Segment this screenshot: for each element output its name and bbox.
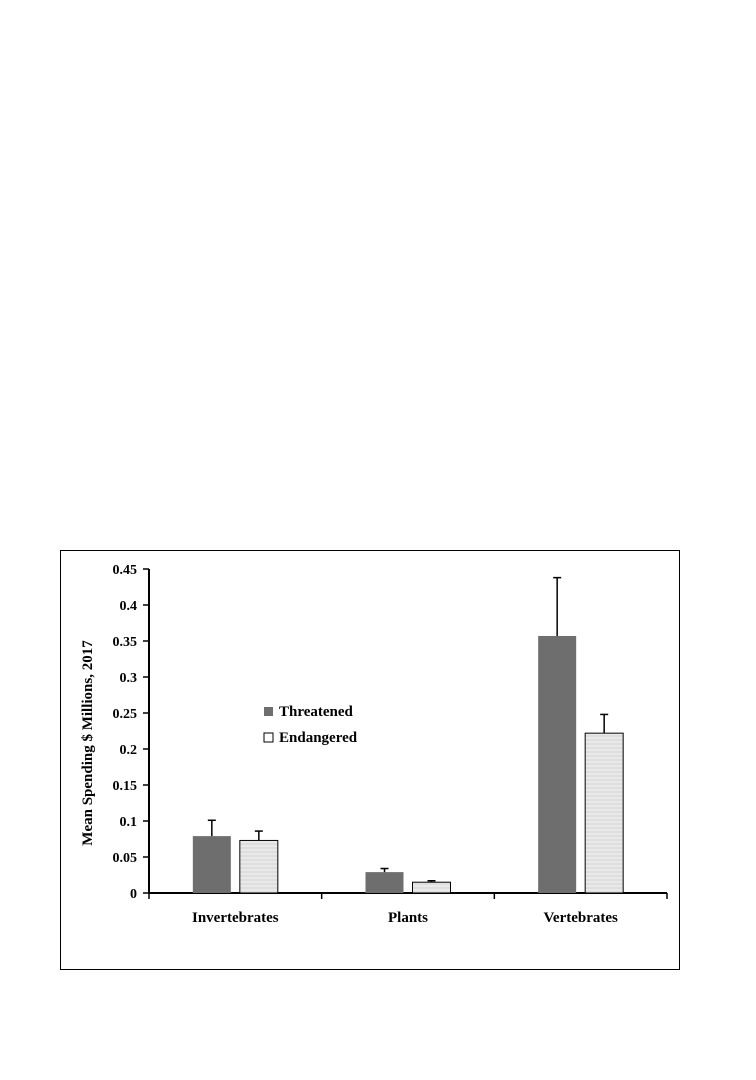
threatened-bar-invertebrates bbox=[192, 836, 231, 893]
y-tick-label: 0.05 bbox=[113, 851, 138, 866]
y-tick-label: 0.2 bbox=[120, 743, 138, 758]
threatened-bar-vertebrates bbox=[538, 635, 577, 893]
x-category-label: Plants bbox=[388, 910, 428, 926]
y-tick-label: 0.15 bbox=[113, 779, 138, 794]
legend-label: Threatened bbox=[279, 704, 354, 720]
x-category-label: Invertebrates bbox=[192, 910, 279, 926]
legend: Threatened Endangered bbox=[263, 704, 358, 746]
y-tick-label: 0.1 bbox=[120, 815, 138, 830]
threatened-bar-plants bbox=[365, 872, 404, 893]
y-tick-label: 0.25 bbox=[113, 707, 138, 722]
y-tick-label: 0.35 bbox=[113, 635, 138, 650]
y-tick-label: 0.4 bbox=[120, 599, 138, 614]
legend-label: Endangered bbox=[279, 730, 358, 746]
y-tick-label: 0 bbox=[130, 887, 137, 902]
y-tick-label: 0.45 bbox=[113, 563, 138, 578]
y-axis-title: Mean Spending $ Millions, 2017 bbox=[80, 640, 96, 846]
y-tick-label: 0.3 bbox=[120, 671, 138, 686]
endangered-bar-vertebrates bbox=[584, 732, 624, 894]
endangered-bar-plants bbox=[412, 881, 451, 894]
axes bbox=[143, 568, 668, 899]
legend-swatch-endangered bbox=[263, 732, 274, 743]
bars bbox=[192, 576, 624, 894]
endangered-bar-invertebrates bbox=[239, 839, 279, 894]
x-category-label: Vertebrates bbox=[543, 910, 618, 926]
labels: 0 0.05 0.1 0.15 0.2 0.25 0.3 0.35 0.4 0.45 Inverte… bbox=[113, 563, 619, 926]
chart-frame: 0 0.05 0.1 0.15 0.2 0.25 0.3 0.35 0.4 0.45 Inverte… bbox=[60, 550, 680, 970]
bar-chart: 0 0.05 0.1 0.15 0.2 0.25 0.3 0.35 0.4 0.45 Inverte… bbox=[80, 563, 668, 926]
legend-swatch-threatened bbox=[264, 707, 273, 716]
